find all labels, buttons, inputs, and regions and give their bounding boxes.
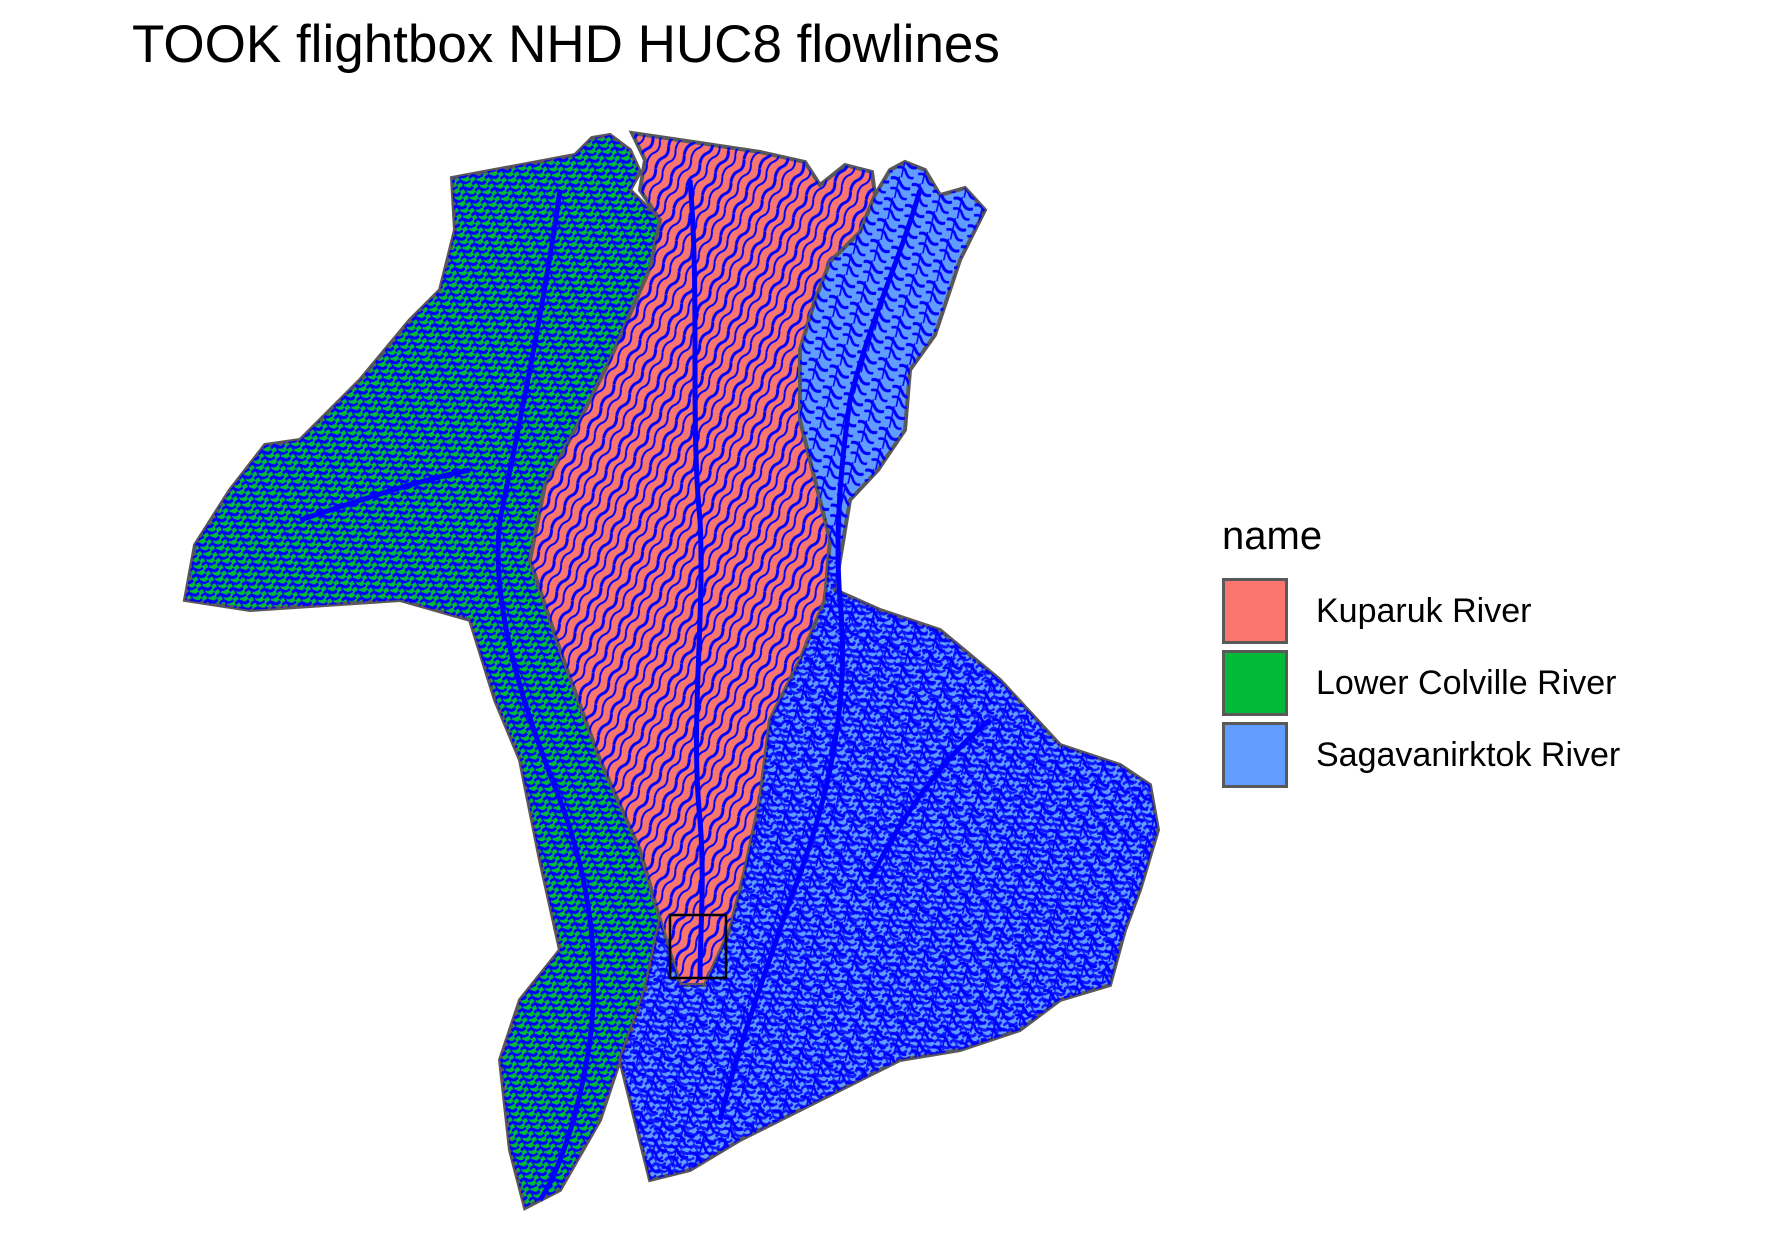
legend-label: Sagavanirktok River xyxy=(1316,735,1621,774)
legend: name Kuparuk River Lower Colville River … xyxy=(1222,514,1620,791)
main-flowlines xyxy=(299,179,992,1202)
legend-key-lower-colville xyxy=(1222,650,1288,716)
map-title: TOOK flightbox NHD HUC8 flowlines xyxy=(132,15,1000,74)
flightbox-outline xyxy=(668,913,728,980)
legend-label: Lower Colville River xyxy=(1316,663,1617,702)
legend-item-kuparuk: Kuparuk River xyxy=(1222,575,1620,647)
legend-item-sagavanirktok: Sagavanirktok River xyxy=(1222,719,1620,791)
legend-label: Kuparuk River xyxy=(1316,591,1532,630)
legend-item-lower-colville: Lower Colville River xyxy=(1222,647,1620,719)
legend-key-kuparuk xyxy=(1222,578,1288,644)
legend-title: name xyxy=(1222,514,1323,558)
legend-key-sagavanirktok xyxy=(1222,722,1288,788)
